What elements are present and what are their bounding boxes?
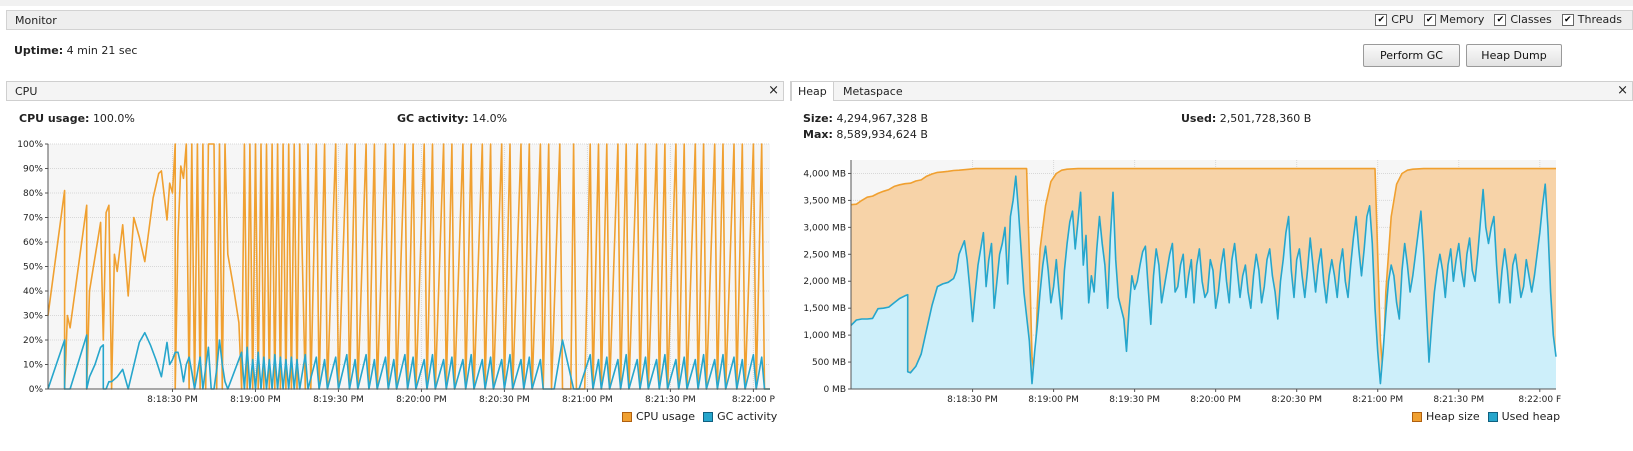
y-tick-label: 90% — [23, 165, 43, 175]
y-tick-label: 0 MB — [823, 385, 846, 395]
y-tick-label: 1,000 MB — [803, 331, 846, 341]
checkmark-icon: ✔ — [1494, 13, 1507, 26]
legend-swatch — [622, 411, 632, 422]
y-tick-label: 2,500 MB — [803, 250, 846, 260]
heap-size-value: 4,294,967,328 B — [836, 112, 928, 125]
legend-swatch — [703, 411, 714, 422]
y-tick-label: 1,500 MB — [803, 304, 846, 314]
series-area-used-heap — [851, 176, 1556, 389]
x-tick-label: 8:18:30 PM — [147, 395, 198, 405]
y-tick-label: 2,000 MB — [803, 277, 846, 287]
heap-legend: Heap size Used heap — [1412, 410, 1568, 423]
cpu-panel-title: CPU — [15, 85, 38, 98]
x-tick-label: 8:19:30 PM — [1109, 395, 1160, 405]
heap-used-stat: Used: 2,501,728,360 B — [1181, 112, 1311, 125]
checkbox-threads[interactable]: ✔ Threads — [1561, 13, 1622, 26]
checkmark-icon: ✔ — [1423, 13, 1436, 26]
close-icon[interactable]: × — [768, 83, 779, 98]
x-tick-label: 8:19:30 PM — [313, 395, 364, 405]
monitor-bar: Monitor ✔ CPU ✔ Memory ✔ Classes ✔ Threads — [6, 10, 1633, 30]
checkbox-cpu[interactable]: ✔ CPU — [1375, 13, 1414, 26]
cpu-usage-stat: CPU usage: 100.0% — [19, 112, 135, 125]
x-tick-label: 8:22:00 F — [1518, 395, 1561, 405]
legend-label: CPU usage — [636, 410, 696, 423]
legend-label: Heap size — [1426, 410, 1480, 423]
y-tick-label: 10% — [23, 361, 43, 371]
y-tick-label: 500 MB — [812, 358, 846, 368]
close-icon[interactable]: × — [1617, 83, 1628, 98]
gc-activity-stat: GC activity: 14.0% — [397, 112, 507, 125]
gc-activity-value: 14.0% — [472, 112, 508, 125]
series-line-cpu-usage — [47, 143, 770, 390]
perform-gc-button[interactable]: Perform GC — [1363, 44, 1460, 67]
uptime-value: 4 min 21 sec — [66, 44, 138, 57]
y-tick-label: 3,000 MB — [803, 223, 846, 233]
heap-chart: 0 MB 500 MB 1,000 MB 1,500 MB 2,000 MB 2,500 … — [803, 160, 1561, 405]
checkbox-label: Threads — [1577, 13, 1622, 26]
legend-heap-size: Heap size — [1412, 410, 1480, 423]
window-top-strip — [0, 0, 1633, 6]
x-tick-label: 8:19:00 PM — [230, 395, 281, 405]
x-tick-label: 8:18:30 PM — [947, 395, 998, 405]
checkbox-label: Classes — [1510, 13, 1552, 26]
x-tick-label: 8:21:00 PM — [562, 395, 613, 405]
cpu-legend: CPU usage GC activity — [622, 410, 785, 423]
monitor-title: Monitor — [15, 14, 57, 27]
y-tick-label: 50% — [23, 263, 43, 273]
checkbox-label: CPU — [1391, 13, 1414, 26]
monitor-checkboxes: ✔ CPU ✔ Memory ✔ Classes ✔ Threads — [1375, 13, 1632, 26]
x-tick-label: 8:21:00 PM — [1352, 395, 1403, 405]
cpu-chart: 0% 10% 20% 30% 40% 50% 60% 70% 80% 90% 100% 8:18:30… — [17, 140, 776, 405]
heap-dump-button[interactable]: Heap Dump — [1466, 44, 1562, 67]
y-tick-label: 0% — [29, 385, 44, 395]
heap-size-label: Size: — [803, 112, 833, 125]
x-tick-label: 8:20:00 PM — [396, 395, 447, 405]
uptime: Uptime: 4 min 21 sec — [14, 44, 137, 57]
gc-activity-label: GC activity: — [397, 112, 469, 125]
heap-used-value: 2,501,728,360 B — [1219, 112, 1312, 125]
tab-heap[interactable]: Heap — [791, 82, 834, 101]
x-tick-label: 8:22:00 P — [732, 395, 776, 405]
legend-used-heap: Used heap — [1487, 410, 1561, 423]
y-tick-label: 30% — [23, 312, 43, 322]
y-tick-label: 40% — [23, 287, 43, 297]
x-tick-label: 8:21:30 PM — [1433, 395, 1484, 405]
heap-max-stat: Max: 8,589,934,624 B — [803, 128, 928, 141]
x-tick-label: 8:19:00 PM — [1028, 395, 1079, 405]
legend-gc-activity: GC activity — [703, 410, 777, 423]
cpu-usage-label: CPU usage: — [19, 112, 90, 125]
checkbox-classes[interactable]: ✔ Classes — [1494, 13, 1552, 26]
tab-metaspace[interactable]: Metaspace — [843, 85, 903, 98]
checkbox-memory[interactable]: ✔ Memory — [1423, 13, 1485, 26]
legend-swatch — [1412, 411, 1422, 422]
y-tick-label: 60% — [23, 238, 43, 248]
heap-panel-header: Heap Metaspace × — [790, 81, 1633, 101]
heap-size-stat: Size: 4,294,967,328 B — [803, 112, 928, 125]
uptime-label: Uptime: — [14, 44, 64, 57]
y-tick-label: 3,500 MB — [803, 196, 846, 206]
y-tick-label: 20% — [23, 336, 43, 346]
x-tick-label: 8:21:30 PM — [645, 395, 696, 405]
cpu-usage-value: 100.0% — [92, 112, 135, 125]
heap-max-label: Max: — [803, 128, 833, 141]
y-tick-label: 4,000 MB — [803, 169, 846, 179]
x-tick-label: 8:20:30 PM — [1271, 395, 1322, 405]
checkbox-label: Memory — [1439, 13, 1485, 26]
series-line-gc-activity — [47, 331, 770, 390]
legend-label: GC activity — [717, 410, 778, 423]
cpu-panel-header: CPU × — [6, 81, 784, 101]
y-tick-label: 100% — [17, 140, 43, 150]
legend-cpu-usage: CPU usage — [622, 410, 695, 423]
series-line-used-heap — [850, 175, 1557, 385]
heap-used-label: Used: — [1181, 112, 1217, 125]
y-tick-label: 80% — [23, 189, 43, 199]
x-tick-label: 8:20:30 PM — [479, 395, 530, 405]
legend-label: Used heap — [1501, 410, 1561, 423]
legend-swatch — [1487, 411, 1498, 422]
checkmark-icon: ✔ — [1375, 13, 1388, 26]
y-tick-label: 70% — [23, 214, 43, 224]
checkmark-icon: ✔ — [1561, 13, 1574, 26]
heap-max-value: 8,589,934,624 B — [836, 128, 928, 141]
x-tick-label: 8:20:00 PM — [1190, 395, 1241, 405]
